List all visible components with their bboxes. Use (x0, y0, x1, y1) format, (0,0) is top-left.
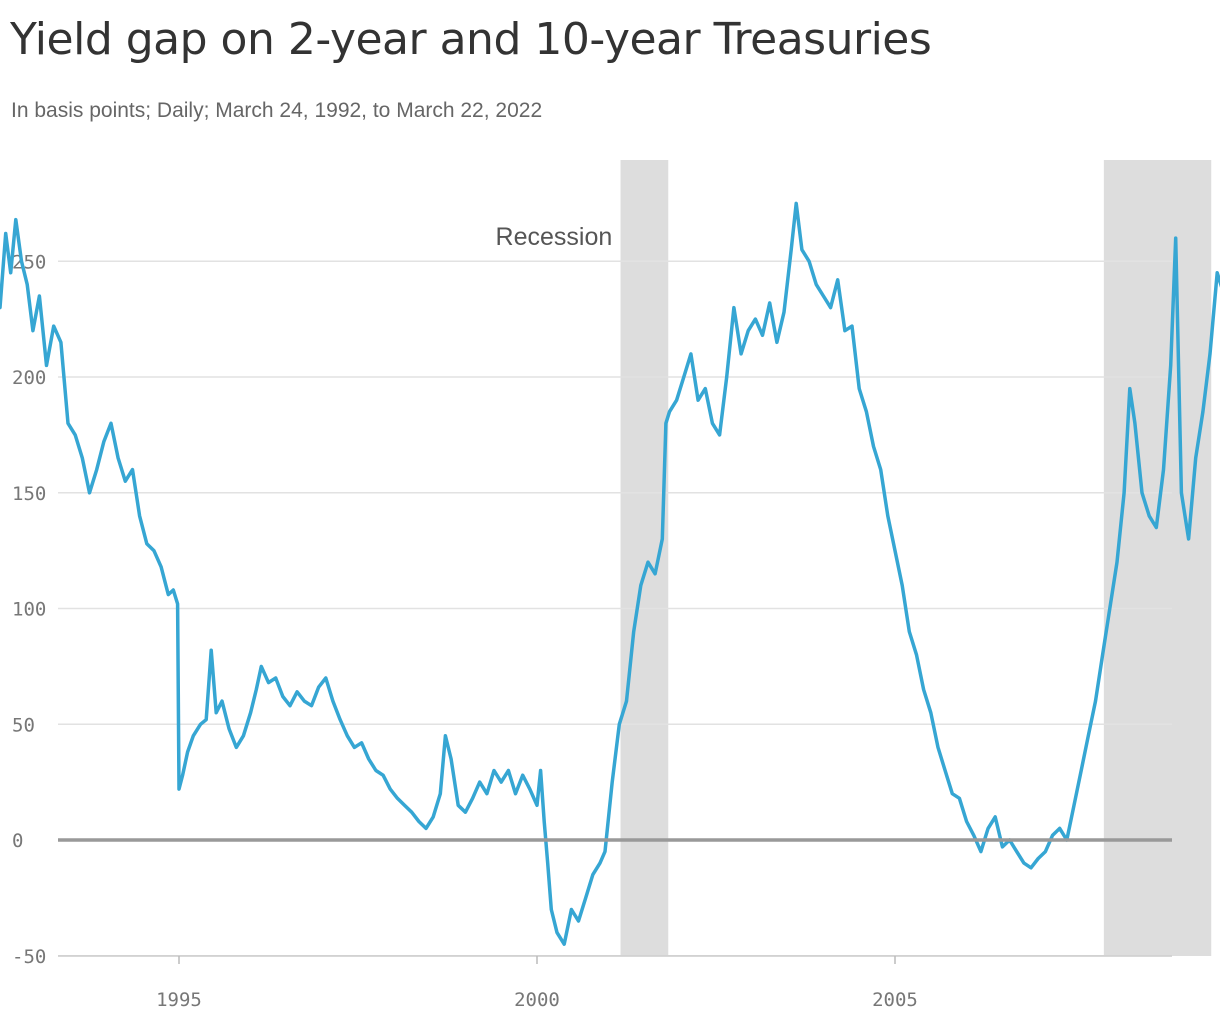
y-tick-label: 100 (12, 599, 46, 621)
recession-band (1103, 160, 1212, 956)
recession-band (620, 160, 669, 956)
x-tick-label: 1995 (156, 989, 202, 1011)
y-tick-label: 50 (12, 714, 35, 736)
series-line (0, 201, 1220, 946)
x-tick-label: 2005 (872, 989, 918, 1011)
chart-subtitle: In basis points; Daily; March 24, 1992, … (11, 99, 543, 122)
y-tick-label: -50 (12, 946, 46, 968)
y-tick-label: 150 (12, 483, 46, 505)
chart-title: Yield gap on 2-year and 10-year Treasuri… (10, 14, 932, 65)
y-tick-label: 250 (12, 251, 46, 273)
recession-label: Recession (496, 223, 613, 251)
y-tick-label: 200 (12, 367, 46, 389)
x-tick-label: 2000 (514, 989, 560, 1011)
y-tick-label: 0 (12, 830, 23, 852)
